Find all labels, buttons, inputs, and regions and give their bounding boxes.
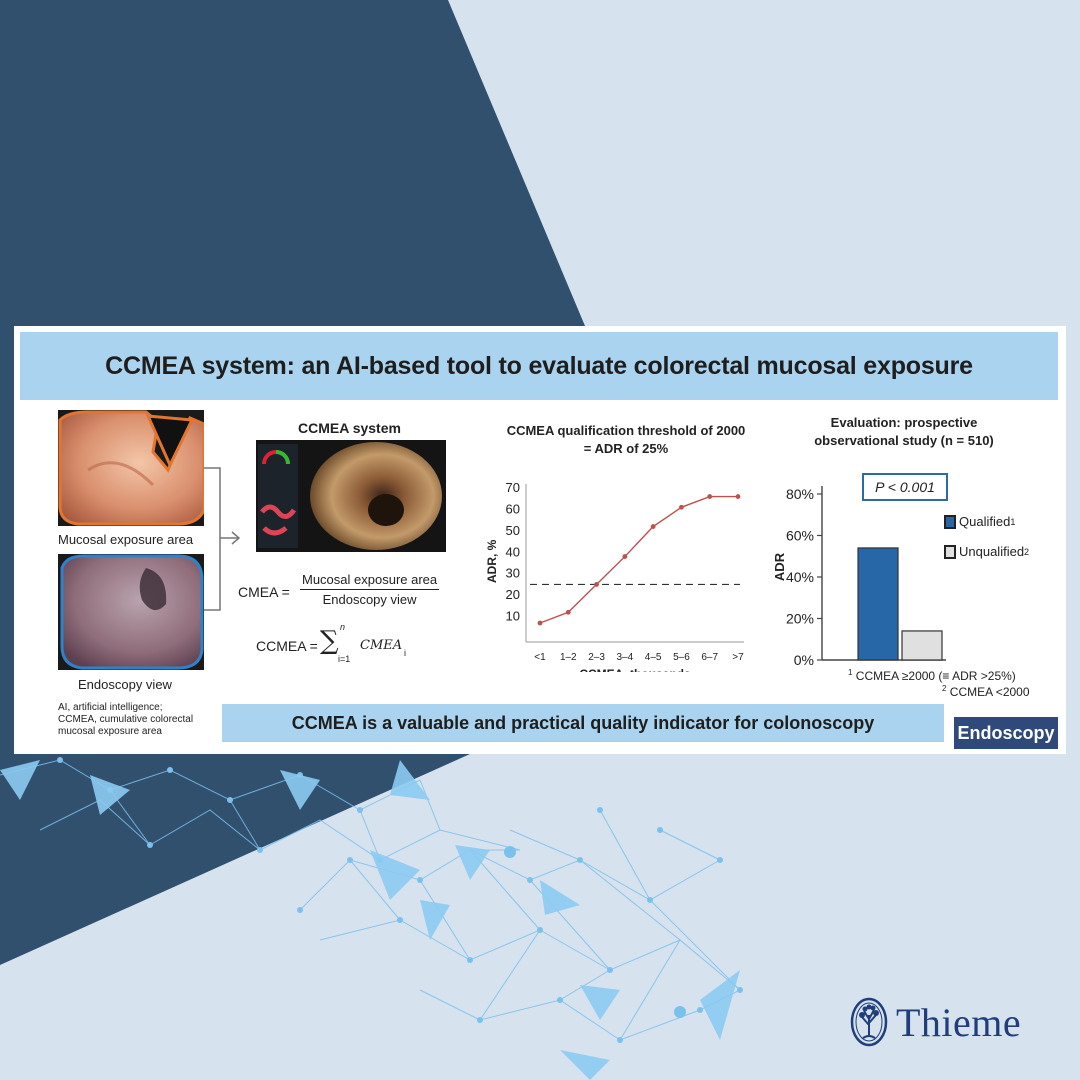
y-tick-label: 70	[506, 480, 520, 495]
summation-upper: n	[340, 622, 346, 632]
summation-symbol: ∑	[320, 626, 339, 656]
y-tick-label: 60	[506, 501, 520, 516]
y-axis-label: ADR, %	[485, 539, 499, 583]
evaluation-title-line: Evaluation: prospective	[830, 415, 978, 430]
p-value-box: P < 0.001	[862, 473, 948, 501]
conclusion-text: CCMEA is a valuable and practical qualit…	[291, 712, 875, 733]
adr-data-point	[537, 620, 543, 626]
adr-data-point	[679, 504, 684, 510]
ccmea-system-heading: CCMEA system	[298, 420, 401, 436]
legend-sup-qualified: 1	[1010, 516, 1016, 527]
adr-data-point	[707, 494, 713, 499]
bar-y-tick-label: 20%	[786, 611, 814, 627]
p-value-text: P < 0.001	[875, 479, 935, 495]
conclusion-bar: CCMEA is a valuable and practical qualit…	[222, 704, 944, 742]
cmea-numerator: Mucosal exposure area	[300, 572, 440, 590]
ccmea-formula-lhs: CCMEA =	[256, 638, 318, 654]
legend-swatch-qualified	[944, 514, 956, 529]
x-tick-label: 1–2	[560, 652, 577, 663]
bar-qualified	[857, 547, 899, 661]
publisher-name: Thieme	[896, 999, 1022, 1045]
y-tick-label: 50	[506, 523, 520, 538]
connector-arrow	[204, 467, 241, 611]
y-tick-label: 40	[506, 544, 520, 559]
summation-lower: i=1	[338, 654, 351, 664]
legend-sup-unqualified: 2	[1024, 546, 1030, 557]
tree-icon	[850, 997, 888, 1047]
footnote-sup: 2	[942, 684, 947, 693]
title-bar: CCMEA system: an AI-based tool to evalua…	[20, 332, 1058, 400]
adr-data-point	[735, 494, 741, 499]
summation-term: CMEA	[360, 638, 403, 653]
y-tick-label: 10	[506, 609, 520, 624]
footnote-line: AI, artificial intelligence;	[58, 702, 163, 713]
adr-data-point	[594, 582, 599, 587]
bar-y-tick-label: 80%	[786, 486, 814, 502]
x-tick-label: 3–4	[617, 652, 634, 663]
cmea-denominator: Endoscopy view	[322, 592, 417, 607]
legend-unqualified: Unqualified 2	[944, 544, 1029, 559]
x-tick-label: 6–7	[701, 652, 718, 663]
ccmea-system-screenshot	[256, 440, 446, 552]
footnote-sup: 1	[848, 668, 853, 677]
legend-label-qualified: Qualified	[959, 514, 1011, 529]
adr-series-line	[539, 495, 738, 624]
evaluation-title-line: observational study (n = 510)	[814, 433, 994, 448]
abbreviation-footnote: AI, artificial intelligence; CCMEA, cumu…	[58, 702, 193, 738]
footnote-text: CCMEA <2000	[949, 685, 1030, 699]
cmea-fraction: Mucosal exposure area Endoscopy view	[300, 572, 440, 607]
journal-badge: Endoscopy	[954, 717, 1058, 749]
evaluation-footnote-2: 2 CCMEA <2000	[942, 684, 1030, 699]
x-tick-label: 4–5	[645, 652, 662, 663]
threshold-line-chart: 10 20 30 40 50 60 70 <1 1–2 2–3 3–4 4–5 5–6 6–7 >7 ADR,…	[485, 480, 744, 672]
x-tick-label: 2–3	[588, 652, 605, 663]
legend-label-unqualified: Unqualified	[959, 544, 1025, 559]
endoscopy-view-label: Endoscopy view	[78, 677, 172, 692]
bar-unqualified	[901, 630, 943, 661]
graphical-abstract-card: CCMEA system: an AI-based tool to evalua…	[14, 326, 1066, 754]
x-tick-label: >7	[732, 652, 744, 663]
footnote-text: CCMEA ≥2000 (≡ ADR >25%)	[855, 669, 1016, 683]
mucosal-exposure-image	[58, 410, 204, 526]
threshold-chart-title: CCMEA qualification threshold of 2000 = …	[476, 422, 776, 458]
threshold-title-line: CCMEA qualification threshold of 2000	[506, 423, 746, 438]
x-tick-label: 5–6	[673, 652, 690, 663]
legend-qualified: Qualified 1	[944, 514, 1015, 529]
adr-data-point	[565, 609, 571, 615]
x-axis-label: CCMEA, thousands	[579, 667, 691, 672]
adr-data-point	[622, 554, 628, 559]
bar-y-tick-label: 60%	[786, 528, 814, 544]
bar-y-axis-label: ADR	[772, 552, 787, 581]
mucosal-exposure-label: Mucosal exposure area	[58, 532, 194, 547]
abstract-title: CCMEA system: an AI-based tool to evalua…	[105, 351, 973, 380]
legend-swatch-unqualified	[944, 544, 956, 559]
summation-subscript: i	[404, 648, 406, 658]
bar-y-tick-label: 40%	[786, 569, 814, 585]
thieme-logo: Thieme	[850, 997, 1021, 1047]
evaluation-footnote-1: 1 CCMEA ≥2000 (≡ ADR >25%)	[848, 668, 1016, 683]
y-tick-label: 30	[506, 566, 520, 581]
x-tick-label: <1	[534, 652, 546, 663]
bar-y-tick-label: 0%	[794, 652, 814, 668]
evaluation-chart-title: Evaluation: prospective observational st…	[794, 414, 1014, 450]
adr-data-point	[650, 524, 656, 529]
threshold-title-line: = ADR of 25%	[583, 441, 669, 456]
evaluation-bar-chart: 0% 20% 40% 60% 80% ADR	[772, 486, 946, 668]
footnote-line: CCMEA, cumulative colorectal	[58, 714, 194, 725]
endoscopy-view-image	[58, 554, 204, 670]
footnote-line: mucosal exposure area	[58, 726, 162, 737]
y-tick-label: 20	[506, 587, 520, 602]
journal-name: Endoscopy	[957, 722, 1055, 743]
cmea-formula-lhs: CMEA =	[238, 584, 290, 600]
